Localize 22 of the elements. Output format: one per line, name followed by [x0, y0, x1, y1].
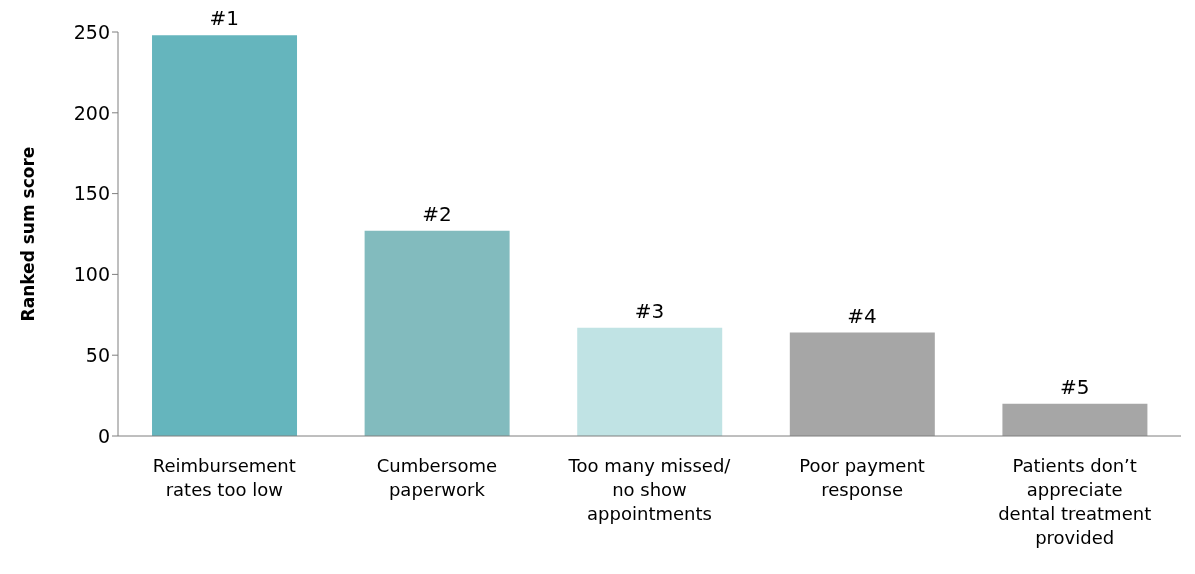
annotation: #1: [209, 6, 240, 31]
x-tick-label: Patients don’t appreciate dental treatment provided: [998, 455, 1152, 548]
x-tick-label: Poor payment response: [799, 455, 925, 500]
bar: [1002, 403, 1148, 436]
bar: [364, 230, 510, 436]
y-axis-title: Ranked sum score: [18, 146, 39, 322]
x-tick-label: Reimbursement rates too low: [152, 455, 296, 500]
x-tick-label: Cumbersome paperwork: [376, 455, 498, 500]
y-tick-label: 150: [73, 182, 110, 205]
annotation: #4: [847, 303, 877, 328]
y-tick-label: 50: [85, 343, 110, 366]
bar: [789, 332, 935, 436]
annotation: #5: [1059, 374, 1090, 399]
annotation: #3: [634, 298, 665, 323]
x-tick-label: Too many missed/ no show appointments: [567, 455, 732, 524]
y-tick-label: 250: [73, 20, 110, 43]
y-tick-label: 0: [97, 424, 110, 447]
y-tick-label: 100: [73, 263, 110, 286]
annotation: #2: [422, 201, 452, 226]
bar: [152, 35, 298, 436]
bar: [577, 327, 723, 436]
y-tick-label: 200: [73, 101, 110, 124]
